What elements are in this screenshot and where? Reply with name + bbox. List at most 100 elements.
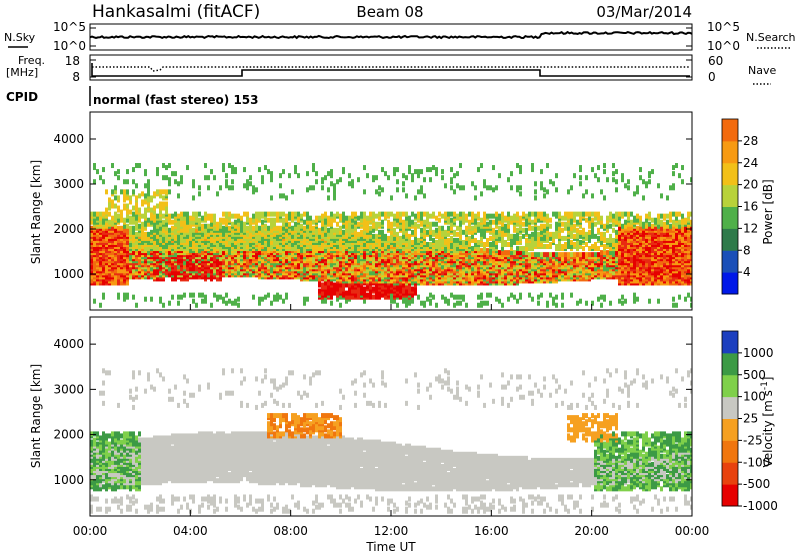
- power-cell: [228, 163, 231, 168]
- power-cell: [453, 303, 456, 308]
- station-title: Hankasalmi (fitACF): [92, 2, 260, 22]
- power-cell: [327, 228, 330, 233]
- power-cell: [486, 222, 489, 227]
- power-cell: [138, 224, 141, 229]
- power-cell: [522, 228, 525, 233]
- power-cell: [462, 212, 465, 217]
- n-search-label: N.Search: [746, 31, 796, 44]
- power-cell: [348, 216, 351, 221]
- power-cell: [381, 220, 384, 225]
- power-cell: [498, 250, 501, 255]
- power-cell: [288, 212, 291, 217]
- noise-tick-top-right: 10^5: [707, 20, 740, 34]
- noise-tick-bottom-left: 10^0: [53, 39, 86, 53]
- power-cell: [411, 240, 414, 245]
- power-cell: [537, 301, 540, 306]
- power-cell: [126, 189, 129, 194]
- power-cell: [138, 208, 141, 213]
- power-cell: [348, 173, 351, 178]
- power-cell: [435, 222, 438, 227]
- power-cell: [300, 224, 303, 229]
- power-cell: [222, 163, 225, 168]
- power-cell: [231, 185, 234, 190]
- power-cell: [507, 212, 510, 217]
- power-cell: [177, 214, 180, 219]
- power-cell: [258, 167, 261, 172]
- power-cell: [429, 214, 432, 219]
- power-cell: [459, 185, 462, 190]
- power-cell: [267, 226, 270, 231]
- power-cell: [276, 226, 279, 231]
- power-cell: [306, 171, 309, 176]
- power-cell: [177, 295, 180, 300]
- power-cell: [375, 234, 378, 239]
- power-cell: [486, 214, 489, 219]
- power-cell: [372, 212, 375, 217]
- power-cell: [495, 230, 498, 235]
- power-cell: [507, 177, 510, 182]
- power-cell: [450, 236, 453, 241]
- power-cell: [417, 169, 420, 174]
- power-cell: [132, 189, 135, 194]
- power-cell: [540, 252, 543, 257]
- power-cell: [159, 189, 162, 194]
- power-cell: [180, 295, 183, 300]
- power-cell: [423, 177, 426, 182]
- power-cell: [282, 212, 285, 217]
- power-cell: [219, 295, 222, 300]
- power-cell: [450, 218, 453, 223]
- power-cell: [435, 240, 438, 245]
- power-cell: [123, 189, 126, 194]
- power-cell: [135, 303, 138, 308]
- power-cell: [192, 212, 195, 217]
- power-cell: [318, 289, 321, 294]
- power-cell: [441, 169, 444, 174]
- power-cell: [144, 208, 147, 213]
- power-cell: [534, 189, 537, 194]
- power-cell: [504, 240, 507, 245]
- power-cell: [225, 301, 228, 306]
- power-cell: [405, 175, 408, 180]
- power-cell: [471, 246, 474, 251]
- power-cell: [303, 297, 306, 302]
- power-cell: [507, 242, 510, 247]
- nave-label: Nave: [748, 64, 776, 77]
- power-cell: [270, 301, 273, 306]
- power-cell: [186, 165, 189, 170]
- power-cell: [420, 185, 423, 190]
- power-cell: [126, 293, 129, 298]
- power-cell: [249, 175, 252, 180]
- power-cell: [126, 204, 129, 209]
- power-cell: [144, 297, 147, 302]
- power-cell: [492, 165, 495, 170]
- power-cell: [516, 185, 519, 190]
- power-cell: [411, 287, 414, 292]
- power-cell: [396, 167, 399, 172]
- power-cell: [138, 163, 141, 168]
- power-cell: [267, 218, 270, 223]
- power-cell: [147, 232, 150, 237]
- power-cell: [516, 163, 519, 168]
- power-cell: [453, 173, 456, 178]
- power-cell: [459, 301, 462, 306]
- power-cell: [489, 242, 492, 247]
- power-cell: [312, 185, 315, 190]
- power-cell: [396, 212, 399, 217]
- power-cell: [531, 220, 534, 225]
- power-cell: [111, 216, 114, 221]
- power-cell: [339, 303, 342, 308]
- power-cell: [390, 195, 393, 200]
- power-cell: [363, 165, 366, 170]
- power-cell: [405, 193, 408, 198]
- power-cell: [441, 226, 444, 231]
- power-cell: [186, 212, 189, 217]
- power-cell: [324, 175, 327, 180]
- power-cell: [417, 212, 420, 217]
- power-cell: [342, 230, 345, 235]
- power-cell: [510, 216, 513, 221]
- power-cell: [519, 216, 522, 221]
- power-cell: [468, 220, 471, 225]
- power-cell: [315, 171, 318, 176]
- power-cell: [123, 293, 126, 298]
- power-cell: [333, 283, 336, 288]
